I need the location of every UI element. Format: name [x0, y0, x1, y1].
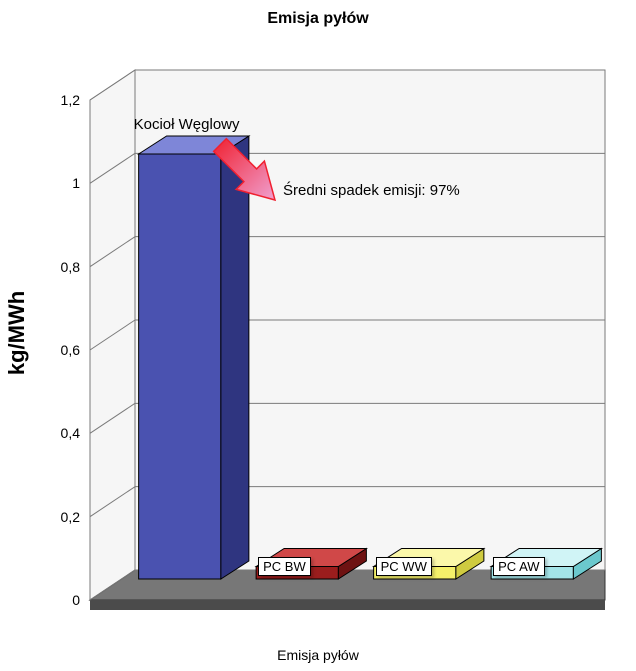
bar-chart-3d	[50, 50, 620, 640]
y-tick-label: 0,2	[54, 509, 80, 525]
bar-label-box: PC BW	[258, 557, 311, 576]
x-axis-label: Emisja pyłów	[0, 647, 636, 663]
y-tick-label: 1	[54, 175, 80, 191]
chart-title: Emisja pyłów	[0, 10, 636, 28]
arrow-annotation-text: Średni spadek emisji: 97%	[283, 182, 460, 199]
y-tick-label: 1,2	[54, 92, 80, 108]
y-tick-label: 0,6	[54, 342, 80, 358]
bar-label: Kocioł Węglowy	[134, 116, 240, 133]
bar-label-box: PC WW	[376, 557, 432, 576]
y-axis-label: kg/MWh	[4, 291, 30, 375]
y-tick-label: 0	[54, 592, 80, 608]
y-tick-label: 0,8	[54, 259, 80, 275]
y-tick-label: 0,4	[54, 425, 80, 441]
bar-label-box: PC AW	[493, 557, 544, 576]
